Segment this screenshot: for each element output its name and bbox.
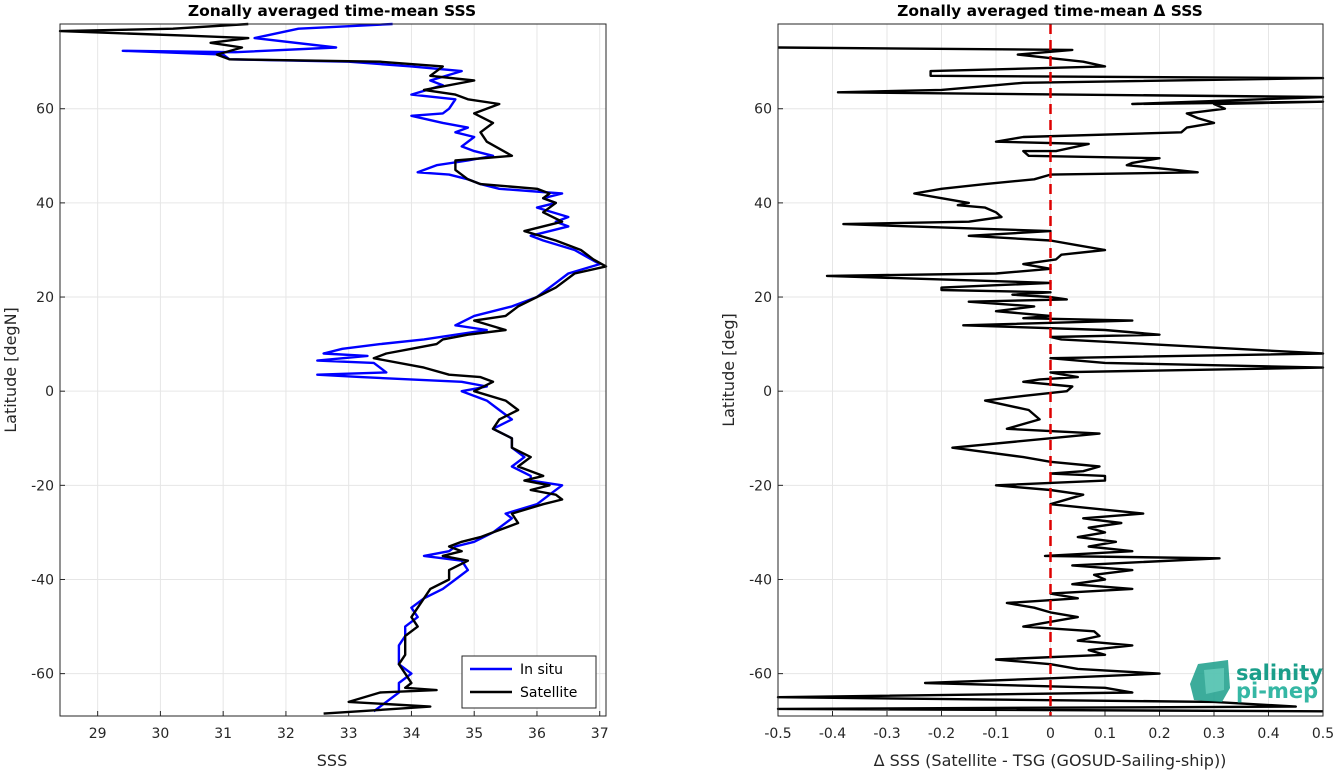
sss-axes-frame — [59, 23, 607, 717]
delta-x-tick-label: 0.5 — [1312, 726, 1334, 742]
sss-legend: In situ Satellite — [461, 655, 597, 709]
delta-axes-frame — [777, 23, 1324, 717]
sss-x-tick-label: 30 — [151, 726, 169, 742]
sss-y-tick-label: 40 — [36, 196, 54, 212]
delta-x-tick-label: -0.3 — [873, 726, 900, 742]
delta-y-tick-label: 0 — [763, 384, 772, 400]
sss-y-axis-label: Latitude [degN] — [1, 307, 20, 433]
delta-x-tick-label: 0.3 — [1203, 726, 1225, 742]
sss-y-ticks: -60 -40 -20 0 20 40 60 — [31, 102, 65, 683]
sss-y-tick-label: -20 — [31, 478, 54, 494]
logo-mark-highlight-icon — [1204, 668, 1224, 694]
delta-x-tick-label: -0.5 — [764, 726, 791, 742]
sss-x-tick-label: 34 — [403, 726, 421, 742]
delta-series — [776, 46, 1325, 713]
delta-x-tick-label: 0.4 — [1257, 726, 1279, 742]
delta-x-tick-label: 0.2 — [1148, 726, 1170, 742]
delta-y-tick-label: 40 — [754, 196, 772, 212]
satellite-series-line — [58, 22, 608, 715]
sss-series — [58, 22, 608, 715]
sss-y-tick-label: 20 — [36, 290, 54, 306]
delta-y-tick-label: -20 — [749, 478, 772, 494]
logo-text-salinity: salinity — [1236, 661, 1323, 685]
delta-y-tick-label: -40 — [749, 572, 772, 588]
sss-x-tick-label: 29 — [89, 726, 107, 742]
delta-x-tick-label: -0.4 — [819, 726, 846, 742]
delta-x-tick-label: 0.1 — [1094, 726, 1116, 742]
sss-y-tick-label: 0 — [45, 384, 54, 400]
legend-satellite-label: Satellite — [520, 685, 577, 701]
sss-y-tick-label: -60 — [31, 667, 54, 683]
sss-chart-title: Zonally averaged time-mean SSS — [188, 2, 476, 20]
sss-x-tick-label: 36 — [528, 726, 546, 742]
legend-insitu-label: In situ — [520, 662, 563, 678]
logo-text-pimep: pi-mep — [1236, 679, 1318, 703]
delta-y-tick-label: 60 — [754, 102, 772, 118]
sss-x-tick-label: 33 — [340, 726, 358, 742]
delta-x-tick-label: -0.1 — [982, 726, 1009, 742]
sss-x-axis-label: SSS — [317, 751, 347, 770]
salinity-pi-mep-logo: salinity pi-mep — [1190, 660, 1323, 703]
sss-panel: 29 30 31 32 33 34 35 36 37 -60 -40 -20 0 20 40 60 Zona… — [1, 2, 609, 770]
sss-x-tick-label: 37 — [591, 726, 609, 742]
sss-y-tick-label: -40 — [31, 572, 54, 588]
delta-sss-panel: -0.5 -0.4 -0.3 -0.2 -0.1 0 0.1 0.2 0.3 0.4 0.5 -60… — [719, 2, 1334, 770]
delta-x-axis-label: Δ SSS (Satellite - TSG (GOSUD-Sailing-sh… — [874, 751, 1227, 770]
delta-x-tick-label: -0.2 — [928, 726, 955, 742]
sss-x-tick-label: 32 — [277, 726, 295, 742]
delta-y-ticks: -60 -40 -20 0 20 40 60 — [749, 102, 783, 683]
delta-y-tick-label: -60 — [749, 667, 772, 683]
delta-y-tick-label: 20 — [754, 290, 772, 306]
delta-series-line — [776, 46, 1325, 713]
in-situ-series-line — [121, 22, 601, 713]
delta-x-tick-label: 0 — [1046, 726, 1055, 742]
sss-x-tick-label: 35 — [465, 726, 483, 742]
sss-y-tick-label: 60 — [36, 102, 54, 118]
legend-box — [461, 655, 597, 709]
sss-x-tick-label: 31 — [214, 726, 232, 742]
delta-x-ticks: -0.5 -0.4 -0.3 -0.2 -0.1 0 0.1 0.2 0.3 0.4 0.5 — [764, 711, 1334, 742]
delta-chart-title: Zonally averaged time-mean Δ SSS — [897, 2, 1203, 20]
delta-y-axis-label: Latitude [deg] — [719, 313, 738, 427]
sss-grid — [60, 24, 606, 716]
sss-x-ticks: 29 30 31 32 33 34 35 36 37 — [89, 711, 609, 742]
